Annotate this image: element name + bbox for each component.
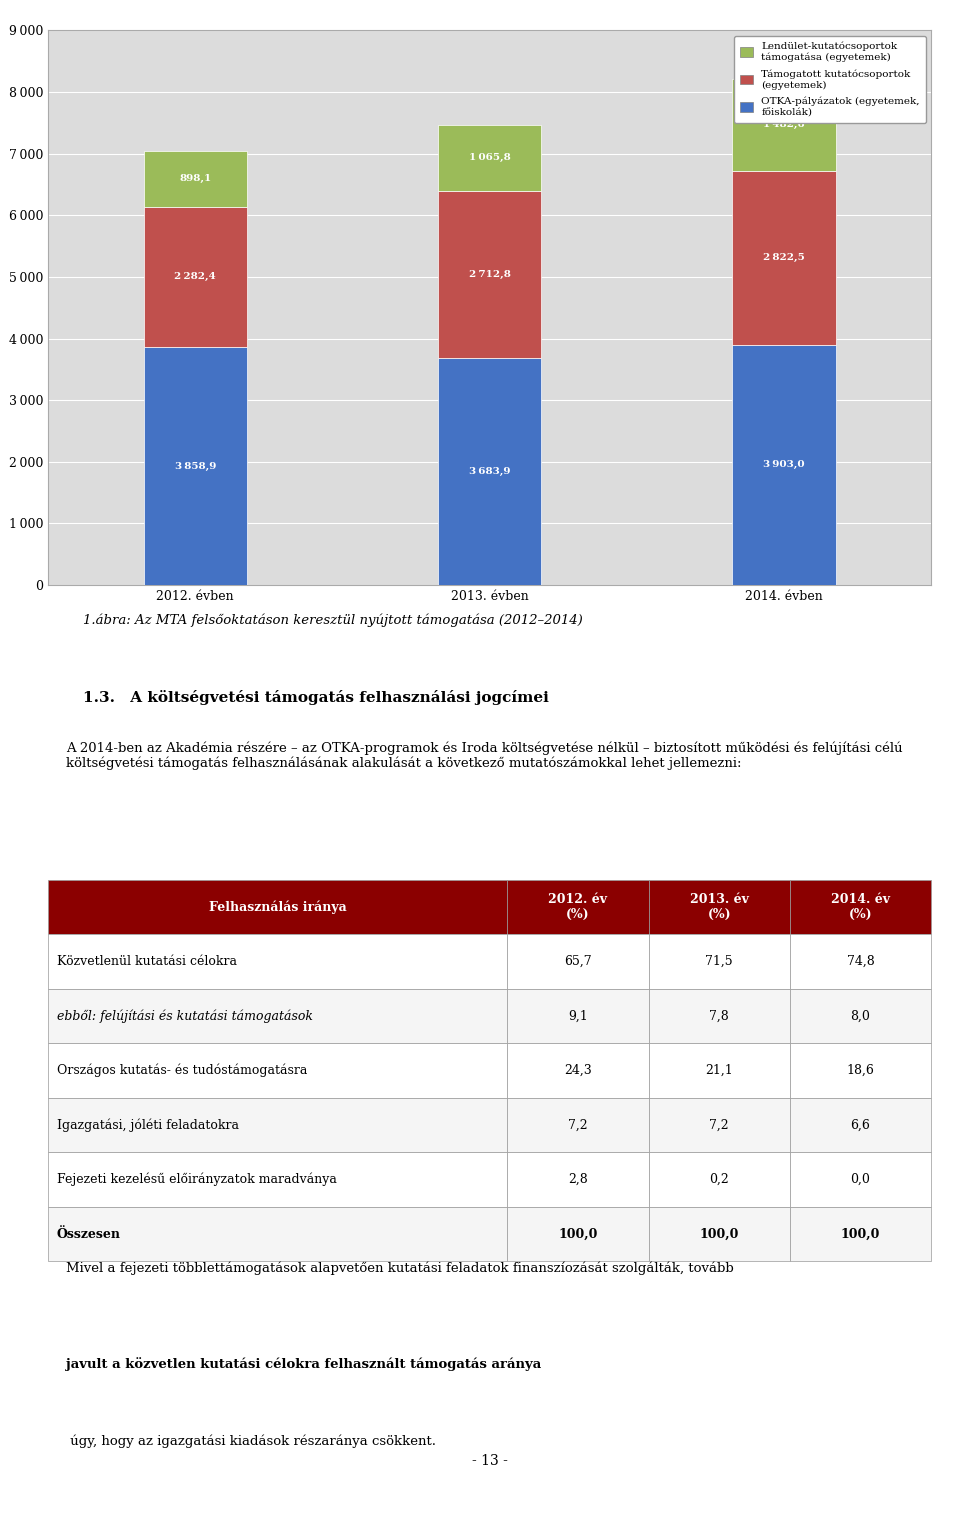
FancyBboxPatch shape — [507, 989, 649, 1044]
FancyBboxPatch shape — [649, 1098, 790, 1153]
Text: 1 065,8: 1 065,8 — [468, 153, 511, 162]
Text: 24,3: 24,3 — [564, 1063, 591, 1077]
FancyBboxPatch shape — [790, 934, 931, 989]
FancyBboxPatch shape — [507, 1098, 649, 1153]
Text: 71,5: 71,5 — [706, 956, 733, 968]
Bar — [438, 191, 541, 358]
Text: 3 858,9: 3 858,9 — [175, 461, 216, 470]
Text: 9,1: 9,1 — [568, 1010, 588, 1022]
FancyBboxPatch shape — [48, 989, 507, 1044]
Text: úgy, hogy az igazgatási kiadások részaránya csökkent.: úgy, hogy az igazgatási kiadások részará… — [65, 1435, 436, 1449]
Text: 100,0: 100,0 — [700, 1227, 739, 1241]
Text: 2013. év
(%): 2013. év (%) — [690, 894, 749, 921]
Text: 2012. év
(%): 2012. év (%) — [548, 894, 608, 921]
Text: 1.ábra: Az MTA felsőoktatáson keresztül nyújtott támogatása (2012–2014): 1.ábra: Az MTA felsőoktatáson keresztül … — [84, 613, 583, 627]
Text: 2014. év
(%): 2014. év (%) — [831, 894, 890, 921]
Text: 74,8: 74,8 — [847, 956, 875, 968]
FancyBboxPatch shape — [790, 989, 931, 1044]
FancyBboxPatch shape — [48, 1153, 507, 1208]
Bar — [732, 79, 835, 170]
FancyBboxPatch shape — [649, 934, 790, 989]
Text: Felhasználás iránya: Felhasználás iránya — [208, 901, 347, 913]
Text: A 2014-ben az Akadémia részére – az OTKA-programok és Iroda költségvetése nélkül: A 2014-ben az Akadémia részére – az OTKA… — [65, 742, 902, 771]
Text: 21,1: 21,1 — [706, 1063, 733, 1077]
Text: 1 482,6: 1 482,6 — [763, 120, 804, 129]
Text: 7,2: 7,2 — [709, 1118, 729, 1132]
FancyBboxPatch shape — [48, 1208, 507, 1261]
Text: 2,8: 2,8 — [568, 1173, 588, 1186]
FancyBboxPatch shape — [790, 1044, 931, 1098]
FancyBboxPatch shape — [790, 1208, 931, 1261]
Text: 7,2: 7,2 — [568, 1118, 588, 1132]
Text: 3 903,0: 3 903,0 — [763, 460, 804, 469]
Text: 65,7: 65,7 — [564, 956, 591, 968]
Text: 2 822,5: 2 822,5 — [763, 253, 804, 262]
Text: javult a közvetlen kutatási célokra felhasznált támogatás aránya: javult a közvetlen kutatási célokra felh… — [65, 1356, 540, 1370]
Text: 6,6: 6,6 — [851, 1118, 871, 1132]
Y-axis label: millió Ft: millió Ft — [0, 281, 3, 334]
Text: 898,1: 898,1 — [180, 174, 211, 184]
FancyBboxPatch shape — [790, 1098, 931, 1153]
Text: 2 712,8: 2 712,8 — [468, 270, 511, 279]
Text: Országos kutatás- és tudóstámogatásra: Országos kutatás- és tudóstámogatásra — [57, 1063, 307, 1077]
FancyBboxPatch shape — [507, 934, 649, 989]
Text: - 13 -: - 13 - — [471, 1453, 508, 1467]
FancyBboxPatch shape — [507, 880, 649, 934]
Text: 0,0: 0,0 — [851, 1173, 871, 1186]
Text: 7,8: 7,8 — [709, 1010, 729, 1022]
FancyBboxPatch shape — [649, 989, 790, 1044]
Text: Fejezeti kezelésű előirányzatok maradványa: Fejezeti kezelésű előirányzatok maradván… — [57, 1173, 337, 1186]
FancyBboxPatch shape — [507, 1208, 649, 1261]
Bar — [732, 170, 835, 344]
Text: Közvetlenül kutatási célokra: Közvetlenül kutatási célokra — [57, 956, 237, 968]
Text: 8,0: 8,0 — [851, 1010, 871, 1022]
FancyBboxPatch shape — [48, 934, 507, 989]
Legend: Lendület-kutatócsoportok
támogatása (egyetemek), Támogatott kutatócsoportok
(egy: Lendület-kutatócsoportok támogatása (egy… — [734, 35, 926, 123]
FancyBboxPatch shape — [790, 1153, 931, 1208]
FancyBboxPatch shape — [507, 1044, 649, 1098]
Text: Mivel a fejezeti többlettámogatások alapvetően kutatási feladatok finanszíozását: Mivel a fejezeti többlettámogatások alap… — [65, 1261, 737, 1274]
FancyBboxPatch shape — [48, 1044, 507, 1098]
Text: 0,2: 0,2 — [709, 1173, 729, 1186]
Bar — [732, 344, 835, 586]
FancyBboxPatch shape — [649, 1208, 790, 1261]
Bar — [438, 124, 541, 191]
Bar — [144, 152, 247, 206]
FancyBboxPatch shape — [649, 880, 790, 934]
Text: Igazgatási, jóléti feladatokra: Igazgatási, jóléti feladatokra — [57, 1118, 239, 1132]
FancyBboxPatch shape — [790, 880, 931, 934]
Text: ebből: felújítási és kutatási támogatások: ebből: felújítási és kutatási támogatáso… — [57, 1009, 313, 1022]
FancyBboxPatch shape — [507, 1153, 649, 1208]
Bar — [144, 206, 247, 347]
Text: 3 683,9: 3 683,9 — [468, 467, 511, 476]
FancyBboxPatch shape — [649, 1153, 790, 1208]
Text: 1.3. A költségvetési támogatás felhasználási jogcímei: 1.3. A költségvetési támogatás felhaszná… — [84, 690, 549, 705]
FancyBboxPatch shape — [649, 1044, 790, 1098]
Text: Összesen: Összesen — [57, 1227, 121, 1241]
Text: 18,6: 18,6 — [847, 1063, 875, 1077]
Bar — [438, 358, 541, 586]
Text: 100,0: 100,0 — [841, 1227, 880, 1241]
FancyBboxPatch shape — [48, 1098, 507, 1153]
Text: 2 282,4: 2 282,4 — [175, 273, 216, 282]
Text: 100,0: 100,0 — [558, 1227, 598, 1241]
Bar — [144, 347, 247, 586]
FancyBboxPatch shape — [48, 880, 507, 934]
